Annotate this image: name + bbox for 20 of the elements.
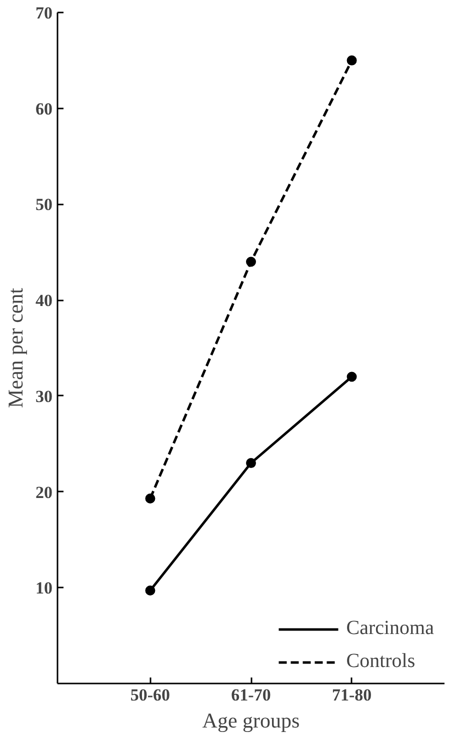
- y-tick-label: 30: [36, 386, 52, 406]
- y-tick-label: 50: [36, 195, 52, 214]
- y-axis-title: Mean per cent: [4, 288, 28, 408]
- y-tick-label: 10: [36, 578, 52, 598]
- point: [346, 372, 357, 382]
- point: [346, 55, 357, 66]
- x-tick-label: 61-70: [231, 686, 271, 704]
- point: [145, 586, 156, 596]
- y-tick-label: 70: [36, 4, 52, 22]
- x-tick-label: 50-60: [130, 686, 170, 704]
- y-tick-label: 60: [36, 99, 52, 118]
- point: [246, 256, 256, 267]
- x-tick-label: 71-80: [332, 686, 372, 704]
- legend-label: Carcinoma: [346, 617, 434, 640]
- y-tick-label: 40: [36, 291, 52, 310]
- point: [145, 494, 156, 504]
- y-tick-label: 20: [36, 482, 52, 502]
- point: [246, 458, 256, 468]
- legend-label: Controls: [346, 650, 416, 673]
- x-axis-title: Age groups: [202, 708, 300, 732]
